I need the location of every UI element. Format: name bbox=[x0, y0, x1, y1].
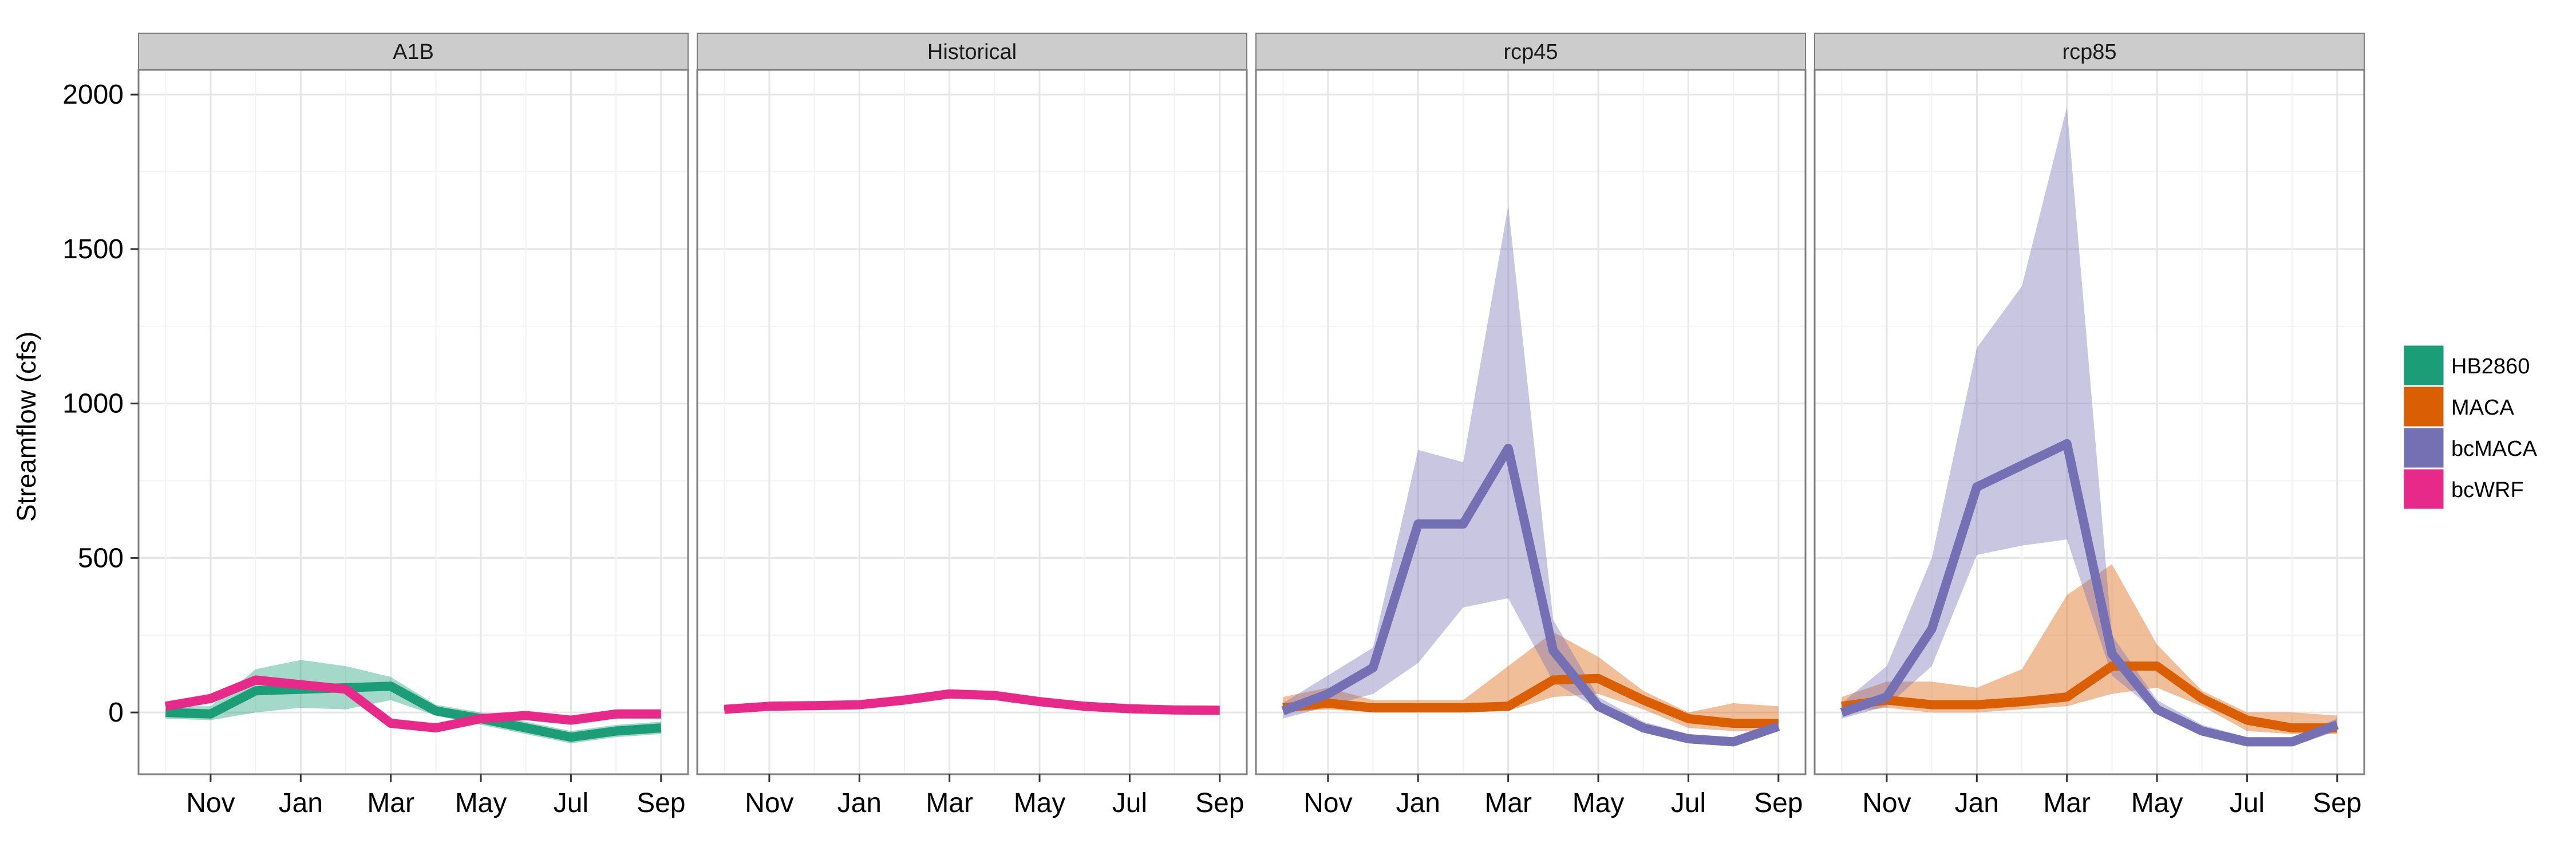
legend-item-hb2860: HB2860 bbox=[2402, 344, 2530, 387]
panel-strip bbox=[697, 33, 1247, 70]
x-tick-label: Nov bbox=[745, 788, 793, 818]
y-tick-label: 0 bbox=[108, 698, 124, 728]
y-axis: 0 500 1000 1500 2000 bbox=[62, 80, 139, 728]
line-hb2860 bbox=[165, 681, 662, 742]
x-tick-label: Mar bbox=[367, 788, 414, 818]
y-tick-label: 1500 bbox=[62, 234, 124, 265]
x-tick-label: Jan bbox=[837, 788, 882, 818]
panel-strip bbox=[1814, 33, 2365, 70]
panel-strip bbox=[1255, 33, 1806, 70]
x-tick-label: Jan bbox=[279, 788, 323, 818]
panel-strip-label: Historical bbox=[927, 40, 1017, 64]
x-tick-label: Nov bbox=[1862, 788, 1911, 818]
ribbon-bcmaca bbox=[1842, 107, 2337, 747]
legend-key bbox=[2402, 344, 2445, 387]
panel-plot-area bbox=[139, 70, 688, 774]
panel-rcp85: rcp85 Nov Jan Mar May Jul Sep bbox=[1814, 33, 2365, 818]
ribbon-maca bbox=[1842, 564, 2337, 734]
x-tick-label: Nov bbox=[186, 788, 235, 818]
x-tick-label: Mar bbox=[1484, 788, 1532, 818]
line-maca bbox=[1282, 673, 1779, 728]
panel-border bbox=[696, 69, 1248, 775]
x-tick-label: May bbox=[2131, 788, 2183, 818]
x-tick-label: Nov bbox=[1303, 788, 1352, 818]
panel-plot-area bbox=[1815, 70, 2364, 774]
x-tick-label: Sep bbox=[637, 788, 685, 818]
legend: HB2860 MACA bcMACA bcWRF bbox=[2402, 344, 2538, 511]
x-tick-label: Sep bbox=[1754, 788, 1803, 818]
line-bcmaca bbox=[1281, 443, 1780, 747]
x-tick-label: Jan bbox=[1396, 788, 1440, 818]
panel-strip-label: rcp45 bbox=[1503, 40, 1558, 64]
x-tick-label: Jan bbox=[1955, 788, 1999, 818]
x-tick-label: May bbox=[1573, 788, 1625, 818]
legend-key bbox=[2402, 385, 2445, 428]
ribbon-bcmaca bbox=[1283, 206, 1779, 747]
panel-border bbox=[1814, 69, 2365, 775]
legend-item-maca: MACA bbox=[2402, 385, 2514, 428]
panel-historical: Historical Nov Jan Mar May Jul Sep bbox=[696, 33, 1248, 818]
panel-a1b: A1B Nov Jan Mar May Jul Sep bbox=[137, 33, 689, 818]
legend-key bbox=[2402, 426, 2445, 470]
panel-border bbox=[1255, 69, 1807, 775]
legend-label: MACA bbox=[2451, 396, 2514, 420]
x-tick-label: May bbox=[1014, 788, 1066, 818]
x-tick-label: Mar bbox=[926, 788, 973, 818]
panels-layer: A1B Nov Jan Mar May Jul Sep Historical Nov Jan Mar… bbox=[137, 33, 2365, 818]
legend-item-bcmaca: bcMACA bbox=[2402, 426, 2538, 470]
x-tick-label: Jul bbox=[1112, 788, 1147, 818]
y-tick-label: 2000 bbox=[62, 80, 124, 110]
panel-grid bbox=[697, 70, 1247, 774]
x-tick-label: Mar bbox=[2043, 788, 2091, 818]
panel-strip-label: rcp85 bbox=[2062, 40, 2116, 64]
x-tick-label: May bbox=[455, 788, 507, 818]
legend-label: bcMACA bbox=[2451, 437, 2538, 461]
legend-key bbox=[2402, 467, 2445, 511]
x-tick-label: Jul bbox=[554, 788, 588, 818]
panel-border bbox=[137, 69, 689, 775]
y-tick-label: 500 bbox=[78, 543, 124, 573]
x-tick-label: Jul bbox=[2230, 788, 2265, 818]
y-axis-title: Streamflow (cfs) bbox=[11, 332, 41, 522]
legend-label: HB2860 bbox=[2451, 354, 2530, 379]
panel-grid bbox=[1256, 70, 1805, 774]
x-tick-label: Sep bbox=[2313, 788, 2361, 818]
x-tick-label: Jul bbox=[1671, 788, 1706, 818]
line-bcwrf bbox=[164, 675, 661, 733]
panel-strip-label: A1B bbox=[393, 40, 434, 64]
x-tick-label: Sep bbox=[1195, 788, 1244, 818]
y-tick-label: 1000 bbox=[62, 389, 124, 419]
panel-plot-area bbox=[697, 70, 1247, 774]
line-maca bbox=[1841, 661, 2337, 733]
panel-rcp45: rcp45 Nov Jan Mar May Jul Sep bbox=[1255, 33, 1807, 818]
line-bcwrf bbox=[724, 689, 1220, 715]
legend-item-bcwrf: bcWRF bbox=[2402, 467, 2524, 511]
legend-label: bcWRF bbox=[2451, 478, 2524, 502]
panel-strip bbox=[138, 33, 689, 70]
panel-plot-area bbox=[1256, 70, 1805, 774]
line-bcmaca bbox=[1840, 439, 2339, 747]
